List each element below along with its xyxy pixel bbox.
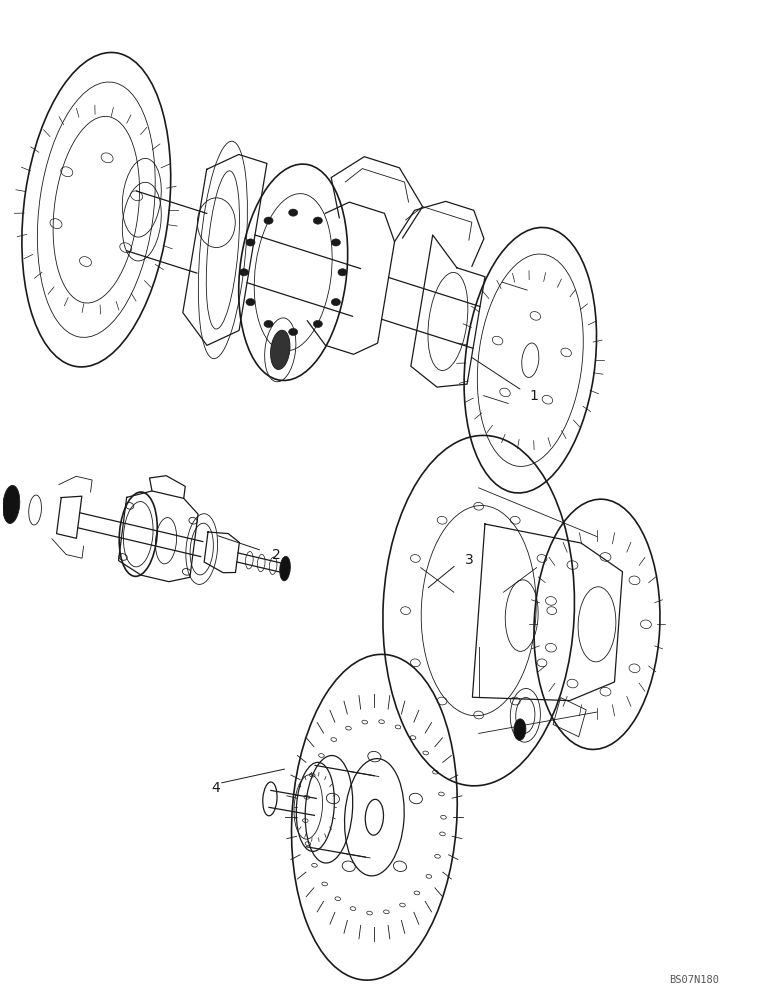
Text: 1: 1 — [530, 389, 539, 403]
Ellipse shape — [270, 330, 290, 370]
Text: 3: 3 — [465, 553, 474, 567]
Ellipse shape — [289, 328, 298, 336]
Text: BS07N180: BS07N180 — [669, 975, 720, 985]
Bar — [553, 698, 586, 737]
Ellipse shape — [246, 239, 255, 246]
Ellipse shape — [332, 299, 341, 306]
Ellipse shape — [514, 719, 526, 740]
Ellipse shape — [289, 209, 298, 216]
Ellipse shape — [338, 269, 347, 276]
Text: 2: 2 — [272, 548, 281, 562]
Ellipse shape — [264, 217, 273, 224]
Text: 4: 4 — [212, 781, 220, 795]
Ellipse shape — [246, 299, 255, 306]
Ellipse shape — [239, 269, 248, 276]
Ellipse shape — [332, 239, 341, 246]
Ellipse shape — [313, 217, 322, 224]
Ellipse shape — [3, 485, 20, 523]
Ellipse shape — [313, 320, 322, 328]
Ellipse shape — [280, 556, 290, 581]
Ellipse shape — [264, 320, 273, 328]
